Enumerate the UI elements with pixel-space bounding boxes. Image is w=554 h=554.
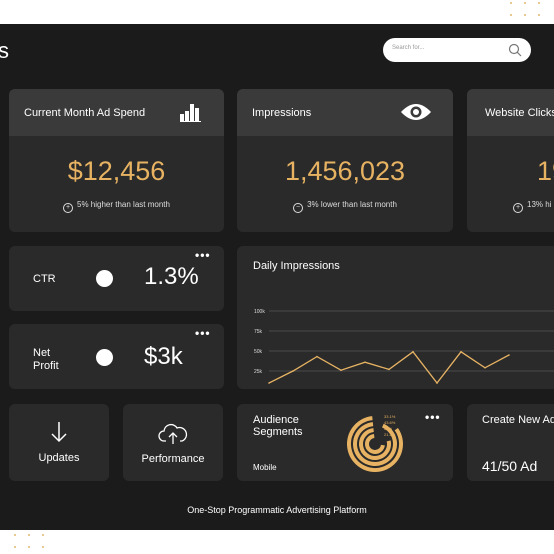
search-input[interactable]: Search for...	[383, 38, 531, 62]
data-point	[412, 351, 414, 353]
status-dot	[96, 349, 113, 366]
performance-label: Performance	[141, 453, 205, 465]
minus-circle-icon: −	[293, 203, 304, 213]
ring-label: 21.2%	[384, 432, 396, 437]
daily-impressions-chart: 100k75k50k25k033k Av. Daily Impressions5…	[254, 309, 554, 385]
series-line	[268, 350, 510, 385]
data-point	[364, 361, 366, 363]
net-profit-card[interactable]: Net Profit $3k •••	[9, 324, 224, 389]
decorative-dots-top-right	[510, 2, 542, 16]
data-point	[268, 382, 270, 384]
bar-chart-icon	[180, 104, 201, 122]
data-point	[292, 370, 294, 372]
plus-circle-icon: +	[63, 203, 74, 213]
kpi-change: −3% lower than last month	[237, 200, 453, 213]
kpi-card-header: Website Clicks	[467, 89, 554, 136]
kpi-label: Impressions	[252, 107, 312, 119]
kpi-change: +13% hi	[513, 200, 551, 213]
ring-segment	[365, 434, 385, 454]
data-point	[508, 354, 510, 356]
more-options-icon[interactable]: •••	[195, 326, 211, 340]
arrow-down-icon	[51, 422, 67, 443]
net-profit-value: $3k	[144, 343, 183, 370]
ring-segment	[347, 416, 403, 472]
audience-ring-chart: 33.1%43.6%27%21.2%	[347, 414, 403, 472]
search-placeholder: Search for...	[392, 45, 425, 51]
audience-title-line2: Segments	[253, 426, 303, 438]
kpi-change-text: 5% higher than last month	[77, 200, 170, 209]
page-title: s	[0, 38, 9, 63]
decorative-dots-bottom-left	[14, 534, 46, 548]
create-new-ad-card[interactable]: Create New Ad 41/50 Ad	[467, 404, 554, 481]
status-dot	[96, 270, 113, 287]
more-options-icon[interactable]: •••	[195, 248, 211, 262]
data-point	[388, 368, 390, 371]
daily-impressions-card: Daily Impressions 100k75k50k25k033k Av. …	[237, 246, 554, 389]
updates-button[interactable]: Updates	[9, 404, 109, 481]
plus-circle-icon: +	[513, 203, 523, 213]
kpi-card-header: Impressions	[237, 89, 453, 136]
kpi-label: Current Month Ad Spend	[24, 107, 146, 119]
kpi-value: 1,456,023	[284, 156, 406, 186]
ctr-label: CTR	[33, 273, 56, 285]
y-tick-label: 25k	[254, 369, 263, 375]
net-profit-label-line1: Net	[33, 347, 51, 359]
audience-subtitle: Mobile	[253, 463, 277, 472]
search-icon[interactable]	[508, 43, 522, 57]
y-tick-label: 50k	[254, 349, 263, 355]
updates-label: Updates	[38, 452, 80, 464]
kpi-card-impressions[interactable]: Impressions 1,456,023 −3% lower than las…	[237, 89, 453, 232]
footer-tagline: One-Stop Programmatic Advertising Platfo…	[187, 505, 367, 515]
kpi-value: $12,456	[67, 156, 166, 186]
audience-title-line1: Audience	[253, 414, 299, 426]
kpi-card-header: Current Month Ad Spend	[9, 89, 224, 136]
data-point	[340, 369, 342, 371]
ring-segment	[359, 428, 391, 460]
data-point	[460, 351, 462, 353]
ctr-value: 1.3%	[144, 263, 199, 290]
performance-button[interactable]: Performance	[123, 404, 223, 481]
y-tick-label: 75k	[254, 329, 263, 335]
y-tick-label: 100k	[254, 309, 265, 315]
kpi-value: 19	[537, 156, 554, 186]
kpi-label: Website Clicks	[485, 107, 554, 119]
audience-segments-card[interactable]: Audience Segments Mobile 33.1% 43.6% 27% 21…	[237, 404, 453, 481]
data-point	[436, 382, 438, 384]
ring-label: 43.6%	[384, 420, 396, 425]
data-point	[316, 355, 318, 358]
ring-segment	[353, 422, 397, 466]
net-profit-label-line2: Profit	[33, 360, 59, 372]
chart-title: Daily Impressions	[253, 260, 340, 272]
kpi-card-ad-spend[interactable]: Current Month Ad Spend $12,456 +5% highe…	[9, 89, 224, 232]
ring-label: 33.1%	[384, 414, 396, 419]
dashboard-window: s Search for... Current Month Ad Spend $…	[0, 24, 554, 530]
eye-icon	[401, 104, 431, 120]
data-point	[484, 367, 486, 369]
ctr-card[interactable]: CTR 1.3% •••	[9, 246, 224, 311]
more-options-icon[interactable]: •••	[425, 410, 441, 424]
kpi-change: +5% higher than last month	[9, 200, 224, 213]
create-ad-value: 41/50 Ad	[482, 458, 538, 474]
kpi-change-text: 13% hi	[527, 200, 552, 209]
kpi-card-website-clicks[interactable]: Website Clicks 19 +13% hi	[467, 89, 554, 232]
cloud-upload-icon	[158, 423, 188, 444]
ring-label: 27%	[384, 426, 392, 431]
create-ad-title: Create New Ad	[482, 414, 554, 426]
kpi-change-text: 3% lower than last month	[307, 200, 397, 209]
